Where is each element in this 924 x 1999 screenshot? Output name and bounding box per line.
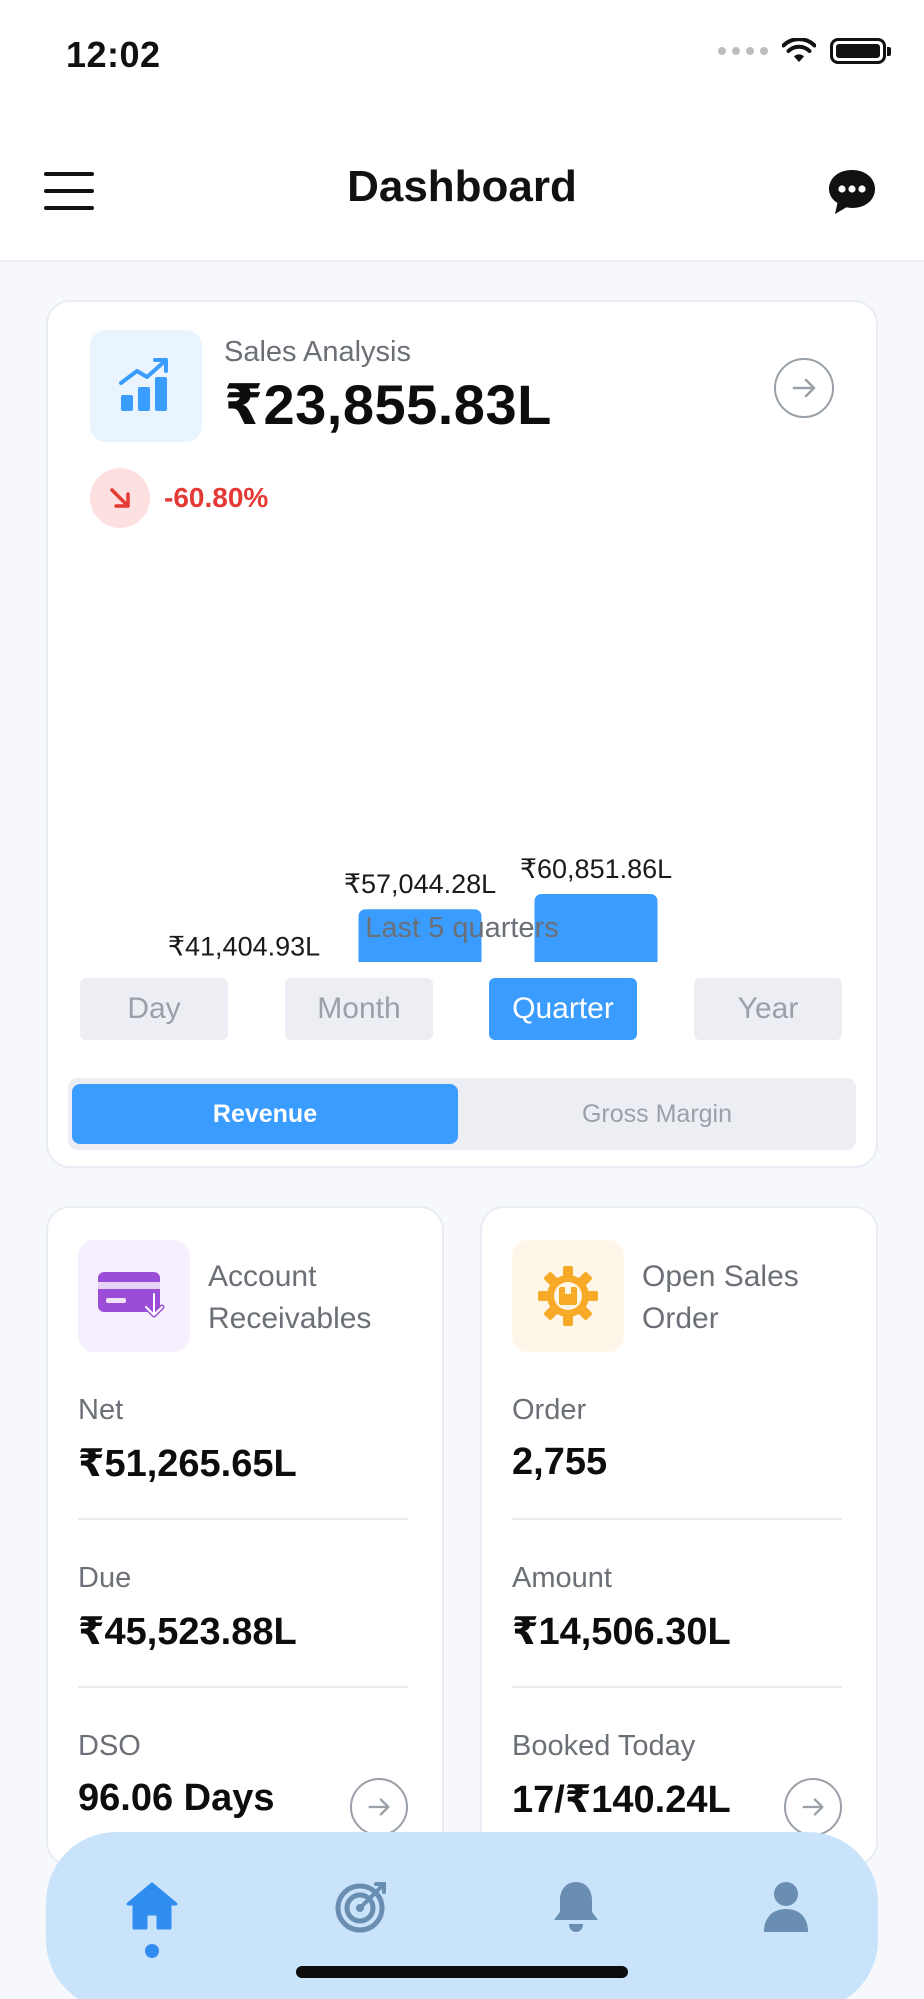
so-amount-value: ₹14,506.30L	[512, 1611, 731, 1653]
period-selector: Day Month Quarter Year	[80, 978, 844, 1040]
wifi-icon	[782, 38, 816, 62]
so-booked-today-label: Booked Today	[512, 1730, 696, 1762]
ar-net-row: Net ₹51,265.65L	[78, 1394, 408, 1486]
credit-card-icon	[78, 1240, 190, 1352]
sales-analysis-arrow-button[interactable]	[774, 358, 834, 418]
sales-analysis-value: ₹23,855.83L	[224, 373, 552, 436]
chart-bar	[358, 909, 482, 962]
user-icon[interactable]	[754, 1874, 818, 1938]
period-quarter-button[interactable]: Quarter	[489, 978, 637, 1040]
ar-net-label: Net	[78, 1394, 124, 1426]
divider	[78, 1518, 408, 1520]
target-icon[interactable]	[330, 1874, 394, 1938]
chart-data-label: ₹41,404.93L	[168, 932, 320, 962]
arrow-right-icon	[368, 1798, 390, 1816]
status-icons	[718, 38, 891, 64]
gear-box-icon	[512, 1240, 624, 1352]
so-order-label: Order	[512, 1394, 587, 1426]
active-tab-indicator	[145, 1944, 159, 1958]
so-order-row: Order 2,755	[512, 1394, 842, 1484]
sales-bar-chart: ₹9,629.78LQ3, 2021₹41,404.93LQ4, 2021₹57…	[168, 854, 672, 962]
ar-net-value: ₹51,265.65L	[78, 1443, 297, 1485]
status-time: 12:02	[66, 34, 161, 75]
arrow-right-icon	[792, 378, 816, 398]
divider	[512, 1686, 842, 1688]
sales-change-percent: -60.80%	[164, 482, 269, 513]
so-booked-today-row: Booked Today 17/₹140.24L	[512, 1730, 842, 1822]
ar-due-value: ₹45,523.88L	[78, 1611, 297, 1653]
battery-icon	[830, 38, 891, 64]
so-amount-row: Amount ₹14,506.30L	[512, 1562, 842, 1654]
home-icon[interactable]	[120, 1874, 184, 1938]
arrow-right-icon	[802, 1798, 824, 1816]
so-arrow-button[interactable]	[784, 1778, 842, 1836]
sales-analysis-label: Sales Analysis	[224, 336, 411, 368]
chat-bubble-icon[interactable]	[824, 164, 880, 220]
home-indicator	[296, 1966, 628, 1978]
chart-data-label: ₹60,851.86L	[520, 854, 672, 884]
chart-bar	[534, 894, 658, 962]
revenue-tab[interactable]: Revenue	[72, 1084, 458, 1144]
chart-data-label: ₹57,044.28L	[344, 869, 496, 899]
period-month-button[interactable]: Month	[285, 978, 433, 1040]
ar-due-row: Due ₹45,523.88L	[78, 1562, 408, 1654]
ar-dso-row: DSO 96.06 Days	[78, 1730, 408, 1820]
so-order-value: 2,755	[512, 1441, 608, 1483]
metric-toggle: Revenue Gross Margin	[68, 1078, 856, 1150]
period-day-button[interactable]: Day	[80, 978, 228, 1040]
period-year-button[interactable]: Year	[694, 978, 842, 1040]
open-sales-order-title: Open Sales Order	[642, 1260, 799, 1335]
trending-chart-icon	[90, 330, 202, 442]
ar-due-label: Due	[78, 1562, 132, 1594]
ar-dso-label: DSO	[78, 1730, 141, 1762]
ar-dso-value: 96.06 Days	[78, 1777, 275, 1819]
bell-icon[interactable]	[544, 1874, 608, 1938]
gross-margin-tab[interactable]: Gross Margin	[581, 1099, 733, 1128]
account-receivables-title: Account Receivables	[208, 1260, 372, 1335]
divider	[78, 1686, 408, 1688]
account-receivables-card[interactable]: Account Receivables Net ₹51,265.65L Due …	[46, 1206, 444, 1866]
app-bar: Dashboard	[0, 120, 924, 262]
cellular-signal-icon	[718, 47, 768, 55]
trend-down-badge	[90, 468, 150, 528]
arrow-down-right-icon	[110, 488, 130, 508]
open-sales-order-card[interactable]: Open Sales Order Order 2,755 Amount ₹14,…	[480, 1206, 878, 1866]
ar-arrow-button[interactable]	[350, 1778, 408, 1836]
divider	[512, 1518, 842, 1520]
sales-analysis-card: Sales Analysis ₹23,855.83L -60.80% ₹9,62…	[46, 300, 878, 1168]
so-booked-today-value: 17/₹140.24L	[512, 1779, 731, 1821]
hamburger-menu-icon[interactable]	[44, 170, 96, 212]
chart-caption: Last 5 quarters	[365, 912, 559, 944]
so-amount-label: Amount	[512, 1562, 612, 1594]
status-bar: 12:02	[0, 0, 924, 120]
page-title: Dashboard	[347, 162, 577, 211]
